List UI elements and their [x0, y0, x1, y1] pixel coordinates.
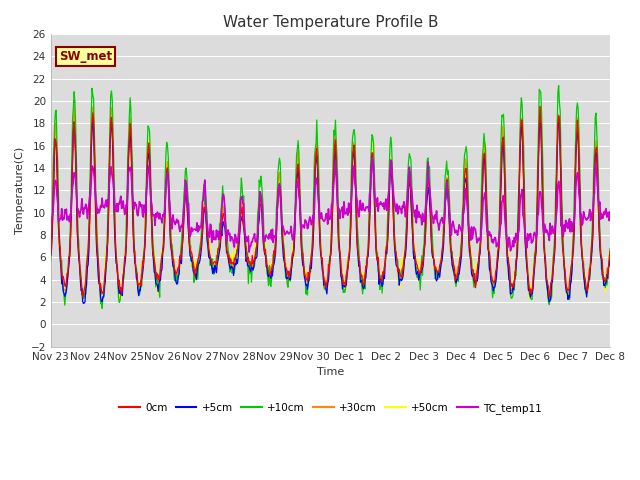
+5cm: [47, 252, 54, 257]
0cm: [536, 104, 544, 109]
X-axis label: Time: Time: [317, 367, 344, 377]
0cm: [606, 248, 614, 254]
+5cm: [555, 116, 563, 121]
+30cm: [79, 296, 87, 301]
Y-axis label: Temperature(C): Temperature(C): [15, 147, 25, 234]
0cm: [172, 271, 180, 276]
Line: 0cm: 0cm: [51, 107, 610, 297]
+50cm: [173, 274, 180, 280]
+50cm: [116, 297, 124, 302]
Line: +50cm: +50cm: [51, 114, 610, 300]
+5cm: [606, 257, 614, 263]
Line: TC_temp11: TC_temp11: [51, 158, 610, 252]
+10cm: [47, 258, 54, 264]
+50cm: [115, 282, 123, 288]
+10cm: [57, 262, 65, 267]
TC_temp11: [172, 222, 179, 228]
TC_temp11: [417, 212, 424, 218]
+50cm: [400, 251, 408, 257]
0cm: [47, 252, 54, 258]
TC_temp11: [606, 209, 614, 215]
+30cm: [417, 268, 424, 274]
Text: SW_met: SW_met: [59, 49, 112, 62]
+30cm: [400, 257, 408, 263]
+30cm: [57, 261, 65, 267]
+10cm: [399, 270, 407, 276]
Line: +10cm: +10cm: [51, 85, 610, 308]
0cm: [399, 265, 407, 271]
+30cm: [47, 253, 54, 259]
+10cm: [99, 305, 106, 311]
Title: Water Temperature Profile B: Water Temperature Profile B: [223, 15, 438, 30]
+50cm: [606, 253, 614, 259]
+5cm: [172, 279, 180, 285]
TC_temp11: [115, 201, 122, 206]
0cm: [57, 261, 65, 266]
+30cm: [70, 102, 78, 108]
+10cm: [115, 300, 123, 305]
TC_temp11: [201, 177, 209, 183]
+5cm: [399, 273, 407, 278]
+5cm: [415, 273, 423, 279]
+50cm: [57, 264, 65, 270]
+5cm: [57, 264, 65, 270]
+30cm: [116, 286, 124, 292]
0cm: [79, 294, 86, 300]
+30cm: [173, 276, 180, 281]
TC_temp11: [368, 155, 376, 161]
+30cm: [606, 252, 614, 258]
+10cm: [555, 83, 563, 88]
Line: +5cm: +5cm: [51, 119, 610, 303]
+5cm: [202, 211, 209, 216]
Legend: 0cm, +5cm, +10cm, +30cm, +50cm, TC_temp11: 0cm, +5cm, +10cm, +30cm, +50cm, TC_temp1…: [115, 399, 546, 418]
+50cm: [47, 242, 54, 248]
TC_temp11: [47, 223, 54, 228]
0cm: [202, 209, 209, 215]
+5cm: [115, 290, 123, 296]
+10cm: [415, 271, 423, 277]
+10cm: [606, 246, 614, 252]
0cm: [115, 277, 123, 283]
+50cm: [202, 224, 210, 229]
0cm: [415, 270, 423, 276]
TC_temp11: [400, 199, 408, 204]
+5cm: [79, 300, 87, 306]
+10cm: [202, 193, 209, 199]
+50cm: [89, 111, 97, 117]
+50cm: [417, 269, 424, 275]
Line: +30cm: +30cm: [51, 105, 610, 299]
TC_temp11: [245, 249, 253, 255]
TC_temp11: [57, 216, 65, 221]
+10cm: [172, 271, 180, 276]
+30cm: [202, 218, 210, 224]
